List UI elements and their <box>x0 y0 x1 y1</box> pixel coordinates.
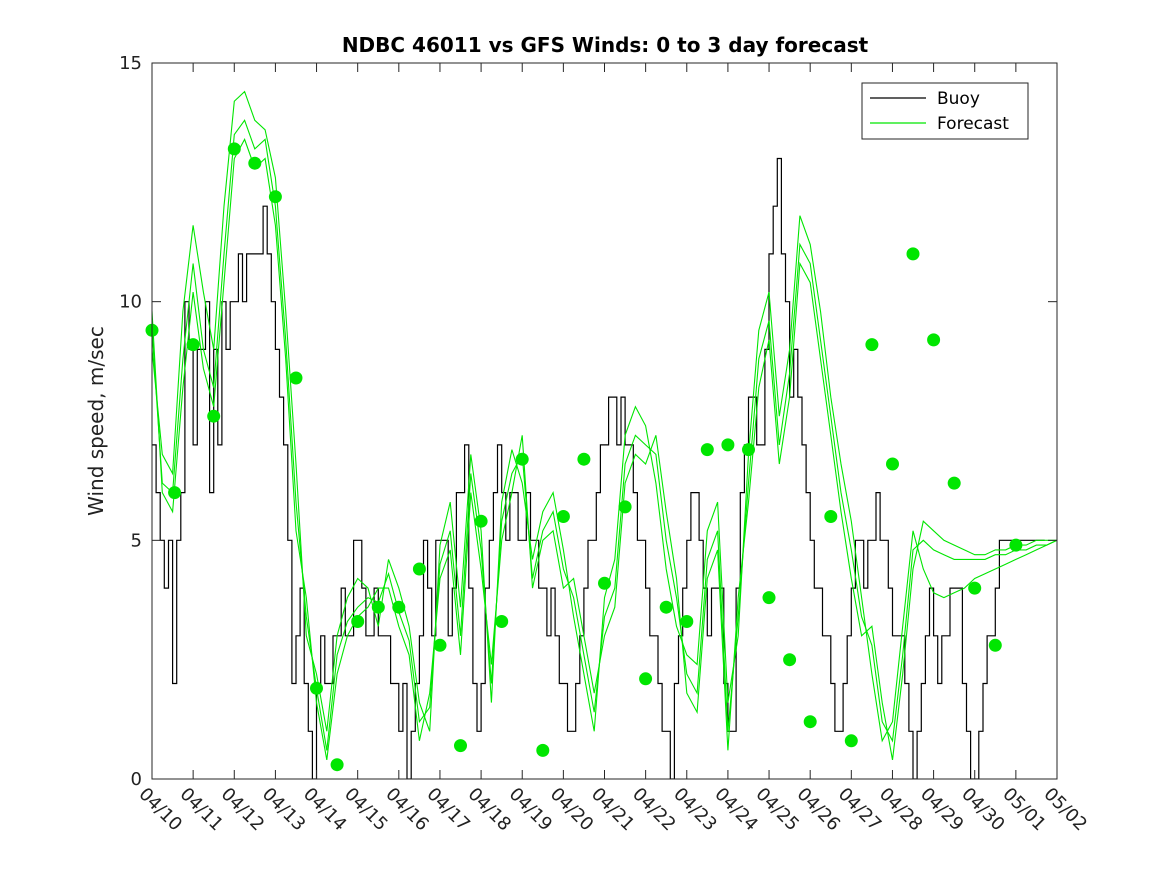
x-tick-label: 04/20 <box>546 784 598 836</box>
x-tick-label: 04/27 <box>834 784 886 836</box>
forecast-marker <box>988 638 1002 652</box>
plot-background <box>152 63 1057 779</box>
forecast-marker <box>844 734 858 748</box>
legend: Buoy Forecast <box>861 82 1029 140</box>
forecast-marker <box>289 371 303 385</box>
forecast-marker <box>351 615 365 628</box>
legend-label-buoy: Buoy <box>937 89 980 109</box>
x-tick-label: 04/23 <box>669 784 721 836</box>
x-tick-label: 04/30 <box>957 784 1009 836</box>
x-tick-label: 04/16 <box>381 784 433 836</box>
x-tick-label: 04/17 <box>422 784 474 836</box>
legend-box <box>861 82 1029 140</box>
forecast-marker <box>968 581 982 595</box>
forecast-marker <box>515 452 529 466</box>
x-tick-label: 04/19 <box>505 784 557 836</box>
x-tick-label: 04/28 <box>875 784 927 836</box>
buoy-series-line <box>152 157 1045 779</box>
y-axis-label: Wind speed, m/sec <box>84 326 108 516</box>
x-tick-label: 04/26 <box>793 784 845 836</box>
x-tick-label: 05/01 <box>998 784 1050 836</box>
forecast-marker <box>310 681 323 695</box>
forecast-marker <box>762 591 776 605</box>
forecast-marker <box>268 190 282 204</box>
forecast-marker <box>947 476 961 490</box>
forecast-marker <box>742 443 755 457</box>
x-tick-label: 04/25 <box>752 784 804 836</box>
forecast-marker <box>168 486 182 500</box>
x-tick-label: 04/18 <box>464 784 516 836</box>
x-tick-label: 05/02 <box>1039 784 1091 836</box>
forecast-marker <box>412 562 426 576</box>
x-tick-label: 04/11 <box>176 784 228 836</box>
x-tick-label: 04/14 <box>299 784 351 836</box>
x-tick-label: 04/22 <box>628 784 680 836</box>
x-tick-label: 04/13 <box>258 784 310 836</box>
forecast-marker <box>803 715 817 729</box>
forecast-marker <box>392 600 406 614</box>
forecast-marker <box>680 615 694 628</box>
forecast-marker <box>474 514 488 528</box>
y-tick-label: 0 <box>131 769 142 790</box>
forecast-marker <box>1009 538 1023 552</box>
forecast-marker <box>598 576 611 590</box>
forecast-marker <box>659 600 673 614</box>
forecast-marker <box>886 457 899 471</box>
plot-area: 05101504/1004/1104/1204/1304/1404/1504/1… <box>119 53 1091 835</box>
forecast-marker <box>618 500 632 514</box>
forecast-marker <box>639 672 653 686</box>
forecast-series-line-3 <box>152 138 1057 760</box>
chart-title: NDBC 46011 vs GFS Winds: 0 to 3 day fore… <box>342 33 869 57</box>
x-tick-label: 04/21 <box>587 784 639 836</box>
legend-label-forecast: Forecast <box>937 114 1009 134</box>
forecast-marker <box>330 758 344 772</box>
forecast-marker <box>186 338 200 352</box>
x-tick-label: 04/15 <box>340 784 392 836</box>
x-tick-label: 04/10 <box>134 784 186 836</box>
forecast-marker <box>536 743 550 757</box>
x-tick-label: 04/12 <box>217 784 269 836</box>
y-tick-label: 10 <box>119 292 142 313</box>
forecast-marker <box>248 156 262 170</box>
forecast-marker <box>495 615 509 628</box>
forecast-marker <box>227 142 241 156</box>
forecast-marker <box>371 600 385 614</box>
forecast-marker <box>454 739 467 753</box>
forecast-marker <box>700 443 714 457</box>
forecast-marker <box>906 247 920 261</box>
forecast-marker <box>865 338 879 352</box>
x-tick-label: 04/24 <box>710 784 762 836</box>
y-tick-label: 15 <box>119 53 142 74</box>
forecast-marker <box>927 333 941 347</box>
forecast-marker <box>433 638 447 652</box>
forecast-marker <box>824 510 838 523</box>
forecast-marker <box>577 452 591 466</box>
y-tick-label: 5 <box>131 530 142 551</box>
forecast-marker <box>783 653 797 667</box>
forecast-marker <box>207 409 221 423</box>
x-tick-label: 04/29 <box>916 784 968 836</box>
forecast-marker <box>721 438 735 452</box>
forecast-marker <box>556 510 570 523</box>
